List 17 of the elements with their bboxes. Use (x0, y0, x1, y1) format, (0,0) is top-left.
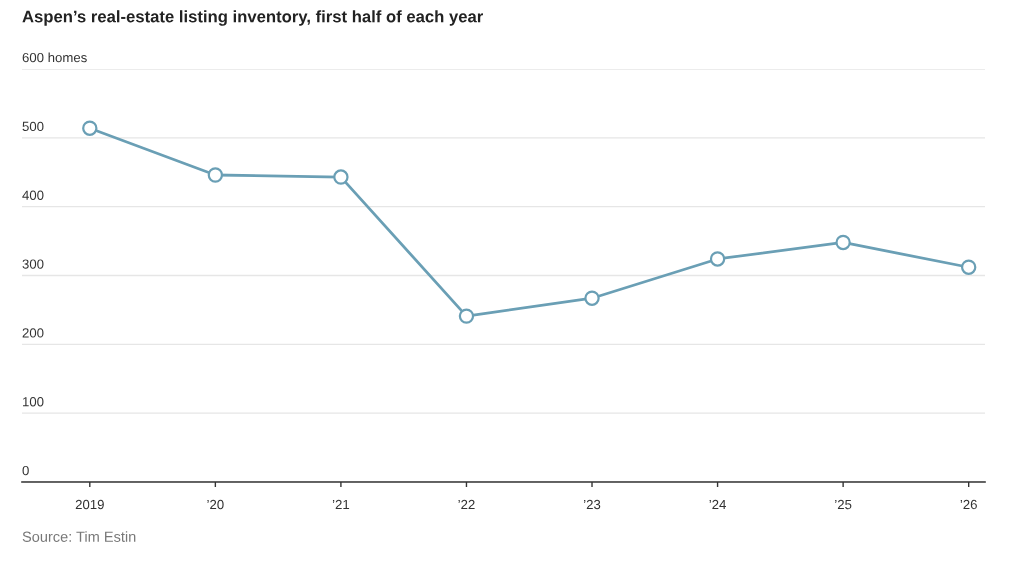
y-tick-label: 600 homes (22, 52, 87, 63)
y-tick-label: 500 (22, 121, 44, 132)
x-tick-label: ’22 (458, 499, 475, 510)
y-tick-label: 100 (23, 397, 44, 407)
x-tick-label: ’25 (835, 499, 852, 510)
x-tick-label: ’26 (960, 499, 977, 510)
x-tick-label: ’24 (709, 499, 726, 510)
x-tick-label: ’23 (584, 499, 601, 510)
source-note: Source: Tim Estin (22, 531, 136, 542)
y-tick-label: 300 (22, 259, 44, 269)
chart-title: Aspen’s real-estate listing inventory, first half of each year (22, 10, 483, 26)
x-tick-label: ’21 (332, 499, 350, 510)
x-tick-label: 2019 (75, 499, 104, 510)
x-tick-label: ’20 (207, 499, 224, 510)
y-tick-label: 0 (22, 465, 29, 476)
y-tick-label: 400 (22, 190, 44, 200)
y-tick-label: 200 (22, 328, 44, 338)
